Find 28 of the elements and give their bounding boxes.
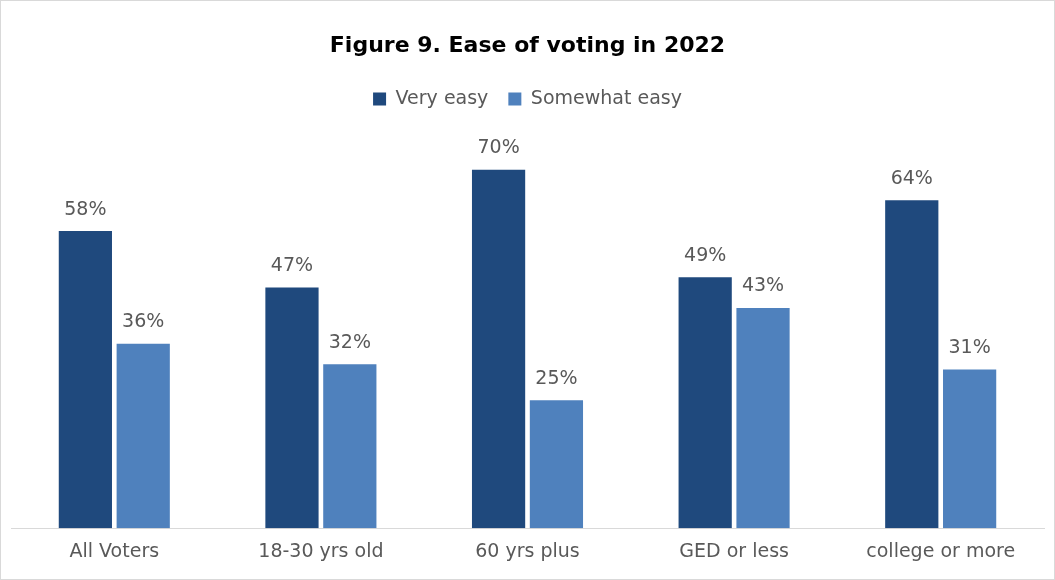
data-label: 47% [270,252,314,275]
x-tick-label: college or more [866,538,1016,561]
data-label: 49% [684,242,727,265]
x-tick-label: GED or less [679,538,789,561]
data-label: 43% [741,273,785,296]
bar [265,287,319,529]
bar [58,231,112,529]
legend-label: Very easy [395,85,489,108]
legend-label: Somewhat easy [530,85,682,108]
data-label: 70% [477,135,520,158]
bar [943,369,997,529]
bar [529,400,584,529]
bar [116,343,170,529]
data-label: 58% [64,196,107,219]
x-tick-label: 60 yrs plus [475,538,580,561]
bar [678,277,732,529]
data-label: 31% [948,334,991,357]
bar [885,200,939,529]
chart-title: Figure 9. Ease of voting in 2022 [329,31,726,57]
data-label: 32% [328,329,371,352]
x-tick-label: All Voters [69,538,160,561]
bar [323,364,377,529]
bar [471,169,526,529]
bar [736,307,790,529]
data-label: 25% [535,365,578,388]
data-label: 36% [122,309,165,332]
x-tick-label: 18-30 yrs old [258,538,384,561]
data-label: 64% [890,165,933,188]
